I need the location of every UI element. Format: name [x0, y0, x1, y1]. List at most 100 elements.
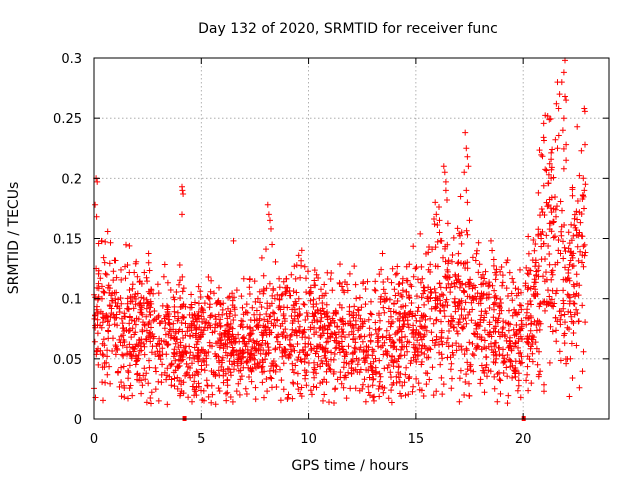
data-point — [460, 260, 467, 267]
data-point — [346, 303, 353, 310]
data-point — [473, 296, 480, 302]
data-point — [372, 278, 379, 285]
data-point — [303, 352, 310, 359]
data-point — [373, 330, 380, 337]
data-point — [146, 357, 152, 364]
data-point — [146, 309, 153, 315]
data-point — [429, 364, 436, 371]
data-point — [434, 238, 441, 245]
data-point — [355, 312, 362, 319]
data-point — [106, 260, 113, 267]
data-point — [230, 237, 237, 244]
data-point — [204, 382, 211, 389]
data-point — [523, 309, 530, 316]
data-point — [132, 301, 139, 308]
data-point — [580, 175, 587, 182]
data-point — [201, 300, 208, 307]
data-point — [444, 354, 451, 361]
data-point — [573, 227, 580, 234]
data-point — [332, 345, 339, 352]
data-point — [296, 328, 303, 335]
data-point — [375, 385, 382, 392]
data-point — [94, 178, 101, 185]
data-point — [236, 347, 243, 354]
data-point — [151, 308, 158, 314]
data-point — [311, 267, 318, 274]
data-point — [402, 333, 409, 340]
data-point — [236, 391, 243, 398]
data-point — [382, 290, 389, 297]
data-point — [387, 369, 394, 376]
data-point — [510, 279, 517, 286]
data-point — [114, 303, 120, 310]
data-point — [575, 318, 582, 325]
data-point — [486, 329, 493, 336]
data-point — [247, 366, 254, 372]
data-point — [108, 292, 115, 299]
data-point — [234, 362, 241, 369]
data-point — [179, 288, 186, 295]
data-point — [262, 351, 269, 358]
data-point — [262, 356, 269, 363]
data-point — [548, 175, 555, 182]
data-point — [187, 304, 194, 311]
data-point — [155, 314, 162, 321]
data-point — [513, 331, 520, 338]
data-point — [525, 341, 532, 347]
data-point — [465, 311, 472, 318]
data-point — [372, 319, 379, 326]
data-point — [263, 376, 270, 382]
data-point — [391, 357, 398, 364]
data-point — [394, 298, 401, 304]
data-point — [474, 342, 481, 349]
data-point — [455, 343, 462, 350]
data-point — [197, 288, 204, 295]
data-point — [546, 116, 553, 123]
data-point — [303, 382, 310, 389]
data-point — [355, 357, 362, 363]
data-point — [99, 283, 105, 290]
data-point — [528, 380, 535, 387]
data-point — [414, 337, 421, 344]
data-point — [480, 290, 487, 297]
data-point — [149, 331, 156, 337]
data-point — [542, 166, 549, 173]
x-axis-label: GPS time / hours — [291, 458, 408, 474]
data-point — [566, 277, 573, 284]
data-point — [369, 346, 376, 353]
data-point — [283, 275, 290, 282]
data-point — [541, 381, 547, 388]
data-point — [307, 326, 314, 333]
data-point — [418, 294, 425, 301]
data-point — [195, 371, 202, 378]
data-point — [216, 388, 223, 394]
data-point — [363, 366, 370, 373]
data-point — [559, 207, 565, 214]
data-point — [259, 337, 266, 344]
data-point — [104, 228, 111, 235]
data-point — [180, 191, 187, 197]
data-point — [146, 319, 153, 326]
data-point — [451, 295, 458, 302]
data-point — [306, 289, 313, 296]
data-point — [143, 296, 150, 303]
data-point — [466, 217, 473, 224]
data-point — [524, 286, 531, 293]
data-point — [438, 291, 445, 298]
data-point — [385, 362, 392, 368]
data-point — [526, 356, 533, 363]
data-point — [577, 248, 584, 255]
data-point — [363, 355, 370, 361]
data-point — [269, 241, 276, 248]
data-point — [318, 314, 325, 321]
data-point — [100, 397, 106, 404]
data-point — [395, 281, 402, 288]
data-point — [552, 194, 558, 200]
data-point — [195, 358, 202, 365]
data-point — [469, 254, 476, 261]
data-point — [276, 275, 283, 282]
data-point — [361, 347, 367, 354]
data-point — [326, 365, 333, 372]
data-point — [242, 385, 249, 392]
data-point — [574, 198, 581, 204]
